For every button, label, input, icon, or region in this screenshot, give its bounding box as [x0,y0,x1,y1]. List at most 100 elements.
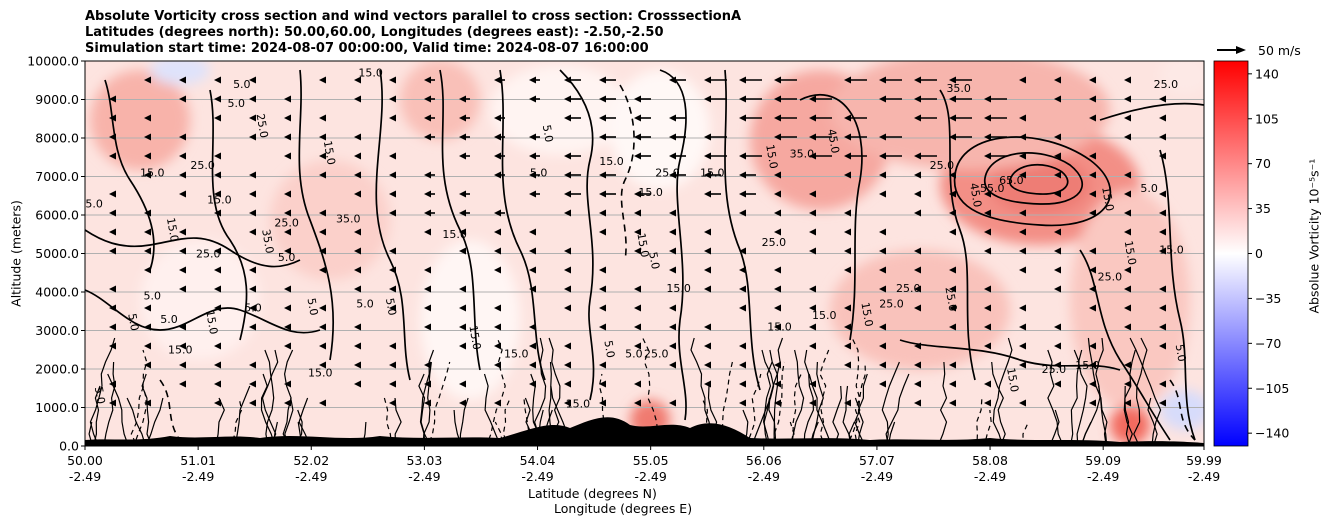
wind-vector [739,266,746,274]
contour-label: 5.0 [278,251,296,264]
wind-vector [109,228,116,236]
contour-label: 5.0 [143,290,161,303]
wind-vector [529,342,536,350]
wind-vector [809,399,816,407]
wind-vector [984,304,991,312]
wind-vector [599,323,606,331]
wind-vector [1054,190,1061,198]
contour-label: 25.0 [896,282,921,295]
surface-contour-line [130,385,145,446]
wind-vector [774,114,797,122]
x-tick-label-lon: -2.49 [748,469,780,484]
wind-vector [564,304,571,312]
contour-label: 15.0 [767,321,792,334]
wind-vector [249,190,256,198]
wind-vector [1159,247,1166,255]
wind-vector [984,285,991,293]
wind-vector [389,171,396,179]
x-tick-label-lon: -2.49 [182,469,214,484]
contour-label: 15.0 [442,228,467,241]
wind-vector [424,114,435,122]
wind-vector [284,342,291,350]
wind-vector [494,171,505,179]
surface-contour-line [213,397,225,446]
wind-vector [389,209,396,217]
contour-line [298,69,335,361]
vorticity-patch [150,61,210,85]
wind-vector [1019,171,1026,179]
wind-vector [214,380,221,388]
wind-vector [634,133,651,141]
y-tick-label: 3000.0 [35,323,79,338]
wind-vector [1054,266,1061,274]
contour-label: 5.0 [244,301,262,314]
wind-vector [564,266,571,274]
wind-vector [249,171,256,179]
wind-vector [354,190,361,198]
wind-vector [1019,76,1026,84]
wind-vector [1159,323,1166,331]
wind-vector [354,361,361,369]
wind-vector [389,114,396,122]
wind-vector [109,380,116,388]
wind-vector [249,209,256,217]
wind-vector [494,209,505,217]
negative-contour-line [1169,379,1196,441]
wind-vector [354,285,361,293]
wind-vector [284,114,291,122]
wind-vector [739,342,746,350]
x-tick-label-lat: 59.09 [1085,453,1121,468]
wind-vector [669,76,686,84]
wind-vector [739,152,762,160]
wind-vector [354,133,361,141]
wind-vector [214,190,221,198]
wind-vector [144,76,151,84]
wind-vector [459,380,466,388]
wind-vector [669,209,676,217]
wind-vector [144,171,151,179]
wind-vector [179,361,186,369]
surface-contour-line [803,349,815,446]
wind-vector [284,285,291,293]
wind-vector [389,76,396,84]
contour-label: 5.0 [92,386,108,405]
surface-contour-line [423,361,451,446]
contour-label: 25.0 [644,347,669,360]
vorticity-patch [1070,190,1190,410]
wind-vector [144,247,151,255]
wind-vector [1019,266,1026,274]
contour-label: 15.0 [168,344,193,357]
wind-vector [494,152,505,160]
wind-vector [774,380,781,388]
wind-vector [739,190,756,198]
wind-vector [1089,114,1096,122]
wind-vector [249,95,256,103]
wind-vector [529,266,536,274]
contour-label: 25.0 [1154,78,1179,91]
wind-vector [564,171,581,179]
wind-vector [704,95,727,103]
wind-vector [844,342,851,350]
surface-contour-line [1147,397,1158,446]
wind-vector [1124,361,1131,369]
wind-vector [459,133,470,141]
y-tick-label: 5000.0 [35,246,79,261]
contour-label: 5.0 [625,347,643,360]
wind-vector [389,285,396,293]
wind-vector [949,209,956,217]
x-tick-label-lat: 57.07 [859,453,895,468]
wind-vector [424,209,435,217]
contour-label: 25.0 [762,236,787,249]
y-tick-label: 1000.0 [35,400,79,415]
surface-contour-line [844,337,861,446]
wind-vector [284,95,291,103]
surface-contour-line [1129,337,1162,446]
contour-label: 15.0 [638,186,663,199]
wind-vector [914,304,921,312]
wind-vector [284,152,291,160]
wind-vector [109,247,116,255]
wind-vector [844,152,867,160]
surface-contour-line [1080,421,1092,446]
colorbar-ticks: 140 105 70 35 0 −35 −70 −105 −140 [1248,66,1289,441]
wind-vector [669,399,676,407]
